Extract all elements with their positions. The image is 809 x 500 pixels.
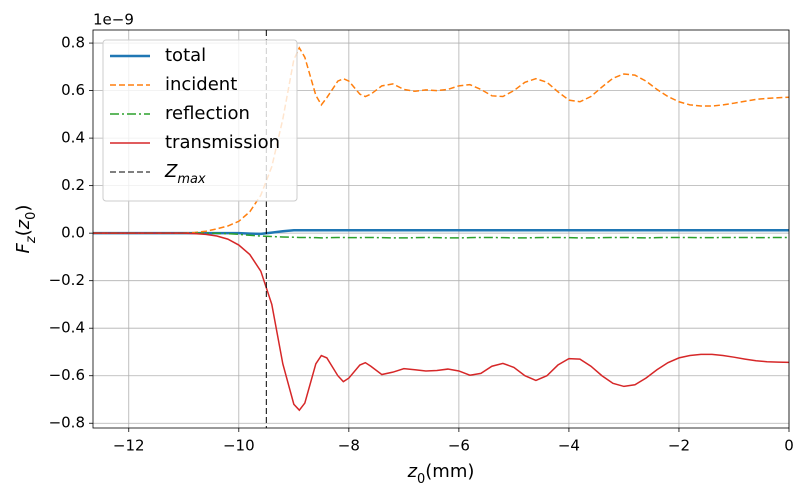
legend-label: reflection [165, 103, 250, 124]
label-part: F [13, 242, 34, 253]
legend-box [102, 39, 298, 202]
x-axis-label: z0(mm) [407, 461, 475, 487]
label-part: max [177, 172, 206, 187]
y-tick-label: 0.6 [61, 81, 85, 99]
legend-label: incident [165, 74, 237, 95]
y-tick-label: 0.8 [61, 34, 85, 52]
y-tick-label: 0.4 [61, 129, 85, 147]
label-part: ( [13, 229, 34, 236]
label-part: Z [164, 161, 178, 182]
x-tick-label: −2 [668, 437, 690, 455]
y-tick-label: −0.2 [49, 271, 85, 289]
x-tick-label: −8 [338, 437, 360, 455]
axes-frame [92, 29, 790, 429]
x-tick-label: −10 [223, 437, 255, 455]
label-part: z [407, 461, 418, 482]
series-line [93, 229, 789, 236]
x-tick-label: −4 [558, 437, 580, 455]
label-part: 0 [417, 472, 425, 487]
label-part: (mm) [425, 461, 474, 482]
series-line [93, 232, 789, 412]
x-tick-label: 0 [784, 437, 794, 455]
x-tick-label: −12 [113, 437, 145, 455]
label-part: z [13, 219, 34, 230]
legend-label: Zmax [164, 161, 206, 187]
y-tick-label: −0.8 [49, 414, 85, 432]
legend-label: transmission [165, 132, 280, 153]
label-part: 0 [24, 212, 39, 220]
y-offset-label: 1e−9 [93, 11, 134, 29]
legend-label: total [165, 45, 206, 66]
y-tick-label: 0.2 [61, 176, 85, 194]
y-tick-label: 0.0 [61, 224, 85, 242]
label-part: z [24, 235, 39, 244]
y-axis-label: Fz(z0) [13, 205, 39, 254]
label-part: ) [13, 205, 34, 212]
series-line [93, 232, 789, 239]
y-tick-label: −0.6 [49, 366, 85, 384]
x-tick-label: −6 [448, 437, 470, 455]
y-tick-label: −0.4 [49, 319, 85, 337]
